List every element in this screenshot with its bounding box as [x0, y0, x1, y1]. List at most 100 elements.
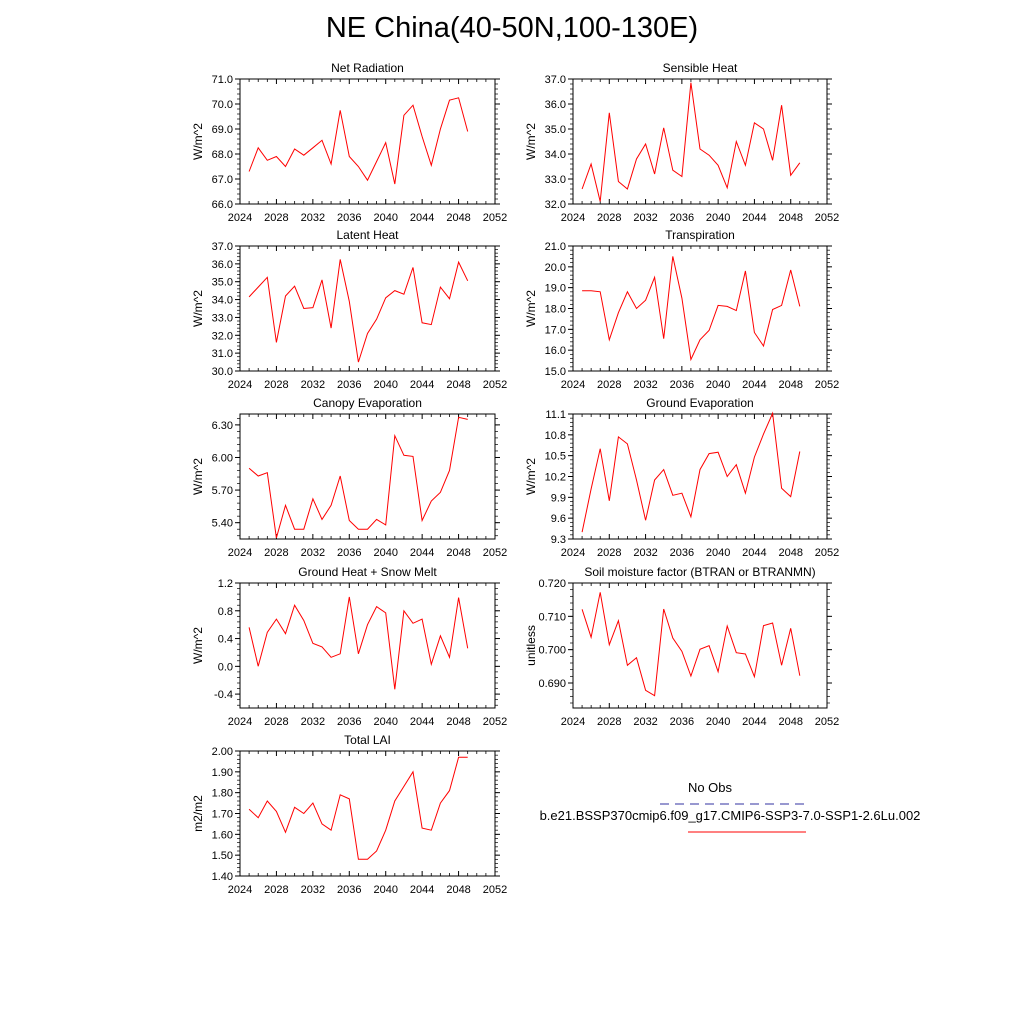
x-tick-label: 2032: [301, 547, 325, 559]
x-tick-label: 2048: [446, 212, 470, 224]
x-tick-label: 2036: [670, 716, 694, 728]
y-tick-label: 16.0: [545, 345, 566, 357]
y-tick-label: 70.0: [212, 99, 233, 111]
panel-title: Transpiration: [665, 228, 735, 242]
legend-model-label: b.e21.BSSP370cmip6.f09_g17.CMIP6-SSP3-7.…: [539, 808, 921, 823]
x-tick-label: 2036: [337, 547, 361, 559]
x-tick-label: 2036: [670, 379, 694, 391]
x-tick-label: 2036: [337, 379, 361, 391]
x-tick-label: 2032: [633, 547, 657, 559]
y-axis-label: m2/m2: [191, 795, 205, 832]
x-tick-label: 2048: [778, 379, 802, 391]
x-tick-label: 2052: [483, 379, 507, 391]
x-tick-label: 2028: [264, 547, 288, 559]
legend-obs-line: [660, 803, 810, 805]
x-tick-label: 2052: [815, 212, 839, 224]
panel-title: Total LAI: [344, 733, 391, 747]
series-line: [581, 411, 801, 533]
x-tick-label: 2040: [373, 212, 397, 224]
x-tick-label: 2024: [561, 379, 585, 391]
y-tick-label: 69.0: [212, 124, 233, 136]
chart-panel-5: Ground Evaporation W/m^2 2024 2028 2032 2036 2…: [524, 396, 839, 559]
x-tick-label: 2032: [633, 379, 657, 391]
y-tick-label: 1.70: [212, 809, 233, 821]
chart-panel-3: Transpiration W/m^2 2024 2028 2032 2036 2040 20…: [524, 228, 839, 391]
chart-panel-1: Sensible Heat W/m^2 2024 2028 2032 2036 2040 20…: [524, 61, 839, 224]
x-tick-label: 2044: [410, 212, 434, 224]
series-line: [248, 259, 469, 363]
y-tick-label: 37.0: [545, 74, 566, 86]
x-tick-label: 2036: [670, 547, 694, 559]
y-tick-label: 5.70: [212, 485, 233, 497]
x-tick-label: 2040: [706, 547, 730, 559]
chart-panel-7: Soil moisture factor (BTRAN or BTRANMN) u…: [524, 565, 839, 728]
chart-panel-4: Canopy Evaporation W/m^2 2024 2028 2032 2036 2…: [191, 396, 507, 559]
x-tick-label: 2048: [778, 212, 802, 224]
plot-frame: [239, 78, 496, 205]
x-tick-label: 2040: [373, 716, 397, 728]
legend-obs: No Obs: [560, 780, 860, 812]
plot-frame: [239, 750, 496, 877]
panel-title: Soil moisture factor (BTRAN or BTRANMN): [584, 565, 815, 579]
y-tick-label: 6.30: [212, 420, 233, 432]
chart-panel-2: Latent Heat W/m^2 2024 2028 2032 2036 2040 2044…: [191, 228, 507, 391]
x-tick-label: 2044: [410, 884, 434, 896]
y-tick-label: 6.00: [212, 452, 233, 464]
y-tick-label: 0.690: [538, 678, 566, 690]
y-tick-label: 2.00: [212, 746, 233, 758]
y-tick-label: 36.0: [545, 99, 566, 111]
x-tick-label: 2024: [561, 547, 585, 559]
y-tick-label: 0.8: [218, 606, 233, 618]
x-tick-label: 2024: [228, 379, 252, 391]
y-tick-label: 20.0: [545, 262, 566, 274]
plot-frame: [239, 245, 496, 372]
y-tick-label: 34.0: [212, 295, 233, 307]
y-axis-label: W/m^2: [191, 627, 205, 664]
y-tick-label: 5.40: [212, 518, 233, 530]
x-tick-label: 2048: [446, 547, 470, 559]
panel-title: Ground Evaporation: [646, 396, 753, 410]
x-tick-label: 2040: [706, 716, 730, 728]
x-tick-label: 2052: [483, 716, 507, 728]
y-tick-label: 35.0: [545, 124, 566, 136]
y-tick-label: 34.0: [545, 149, 566, 161]
y-axis-label: W/m^2: [524, 123, 538, 160]
y-tick-label: 15.0: [545, 366, 566, 378]
y-tick-label: 71.0: [212, 74, 233, 86]
series-line: [248, 596, 469, 690]
y-tick-label: 0.4: [218, 634, 233, 646]
x-tick-label: 2052: [815, 379, 839, 391]
x-tick-label: 2028: [264, 379, 288, 391]
x-tick-label: 2024: [561, 716, 585, 728]
x-tick-label: 2028: [597, 716, 621, 728]
x-tick-label: 2032: [301, 716, 325, 728]
x-tick-label: 2048: [446, 716, 470, 728]
series-line: [248, 416, 468, 539]
plot-frame: [239, 582, 496, 709]
plot-frame: [572, 78, 828, 205]
y-tick-label: 0.720: [538, 578, 566, 590]
y-tick-label: 33.0: [545, 174, 566, 186]
x-tick-label: 2028: [597, 379, 621, 391]
y-tick-label: 1.2: [218, 578, 233, 590]
panel-title: Latent Heat: [336, 228, 399, 242]
y-tick-label: 10.8: [545, 430, 566, 442]
x-tick-label: 2044: [742, 379, 766, 391]
x-tick-label: 2028: [264, 884, 288, 896]
y-tick-label: -0.4: [214, 689, 233, 701]
y-axis-label: W/m^2: [191, 290, 205, 327]
y-tick-label: 0.0: [218, 661, 233, 673]
plot-frame: [572, 582, 828, 709]
series-line: [581, 592, 801, 697]
x-tick-label: 2052: [483, 884, 507, 896]
x-tick-label: 2040: [706, 379, 730, 391]
y-tick-label: 30.0: [212, 366, 233, 378]
chart-panel-8: Total LAI m2/m2 2024 2028 2032 2036 2040 2044 20…: [191, 733, 507, 896]
y-tick-label: 1.60: [212, 829, 233, 841]
y-axis-label: W/m^2: [191, 458, 205, 495]
plot-frame: [572, 413, 828, 540]
x-tick-label: 2044: [742, 547, 766, 559]
x-tick-label: 2048: [446, 884, 470, 896]
series-line: [581, 82, 801, 202]
